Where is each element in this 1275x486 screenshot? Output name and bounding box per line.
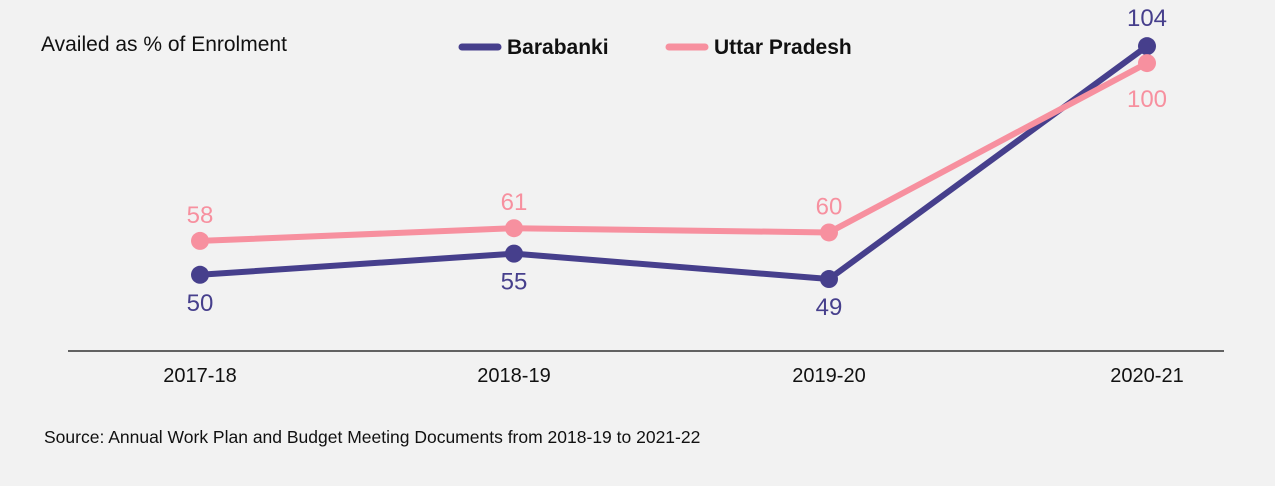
series-layer: 50 55 49 104 58 61 60 100: [187, 5, 1167, 321]
data-point-barabanki-2017-18: [191, 265, 209, 284]
data-label-uttar-pradesh-2019-20: 60: [816, 193, 843, 220]
data-point-uttar-pradesh-2018-19: [505, 219, 523, 238]
data-label-barabanki-2018-19: 55: [501, 269, 528, 296]
data-label-barabanki-2020-21: 104: [1127, 5, 1167, 32]
data-label-barabanki-2019-20: 49: [816, 294, 843, 321]
x-tick-label-2018-19: 2018-19: [477, 365, 550, 387]
legend-label-uttar-pradesh: Uttar Pradesh: [714, 36, 852, 59]
legend-label-barabanki: Barabanki: [507, 36, 609, 59]
series-line-barabanki: [197, 43, 1150, 283]
line-chart: Availed as % of Enrolment Barabanki Utta…: [41, 5, 1224, 387]
x-tick-label-2020-21: 2020-21: [1110, 365, 1183, 387]
x-axis-ticks: 2017-18 2018-19 2019-20 2020-21: [163, 365, 1183, 387]
legend: Barabanki Uttar Pradesh: [458, 36, 852, 59]
data-point-barabanki-2019-20: [820, 270, 838, 289]
data-point-uttar-pradesh-2019-20: [820, 223, 838, 242]
data-label-barabanki-2017-18: 50: [187, 290, 214, 317]
data-point-uttar-pradesh-2017-18: [191, 231, 209, 250]
data-point-barabanki-2020-21: [1138, 37, 1156, 56]
source-note: Source: Annual Work Plan and Budget Meet…: [44, 427, 701, 447]
x-tick-label-2019-20: 2019-20: [792, 365, 865, 387]
series-line-uttar-pradesh: [197, 60, 1150, 244]
data-point-uttar-pradesh-2020-21: [1138, 54, 1156, 73]
y-axis-title: Availed as % of Enrolment: [41, 33, 287, 56]
x-tick-label-2017-18: 2017-18: [163, 365, 236, 387]
data-label-uttar-pradesh-2018-19: 61: [501, 189, 528, 216]
data-label-uttar-pradesh-2017-18: 58: [187, 202, 214, 229]
data-label-uttar-pradesh-2020-21: 100: [1127, 86, 1167, 113]
data-point-barabanki-2018-19: [505, 244, 523, 263]
